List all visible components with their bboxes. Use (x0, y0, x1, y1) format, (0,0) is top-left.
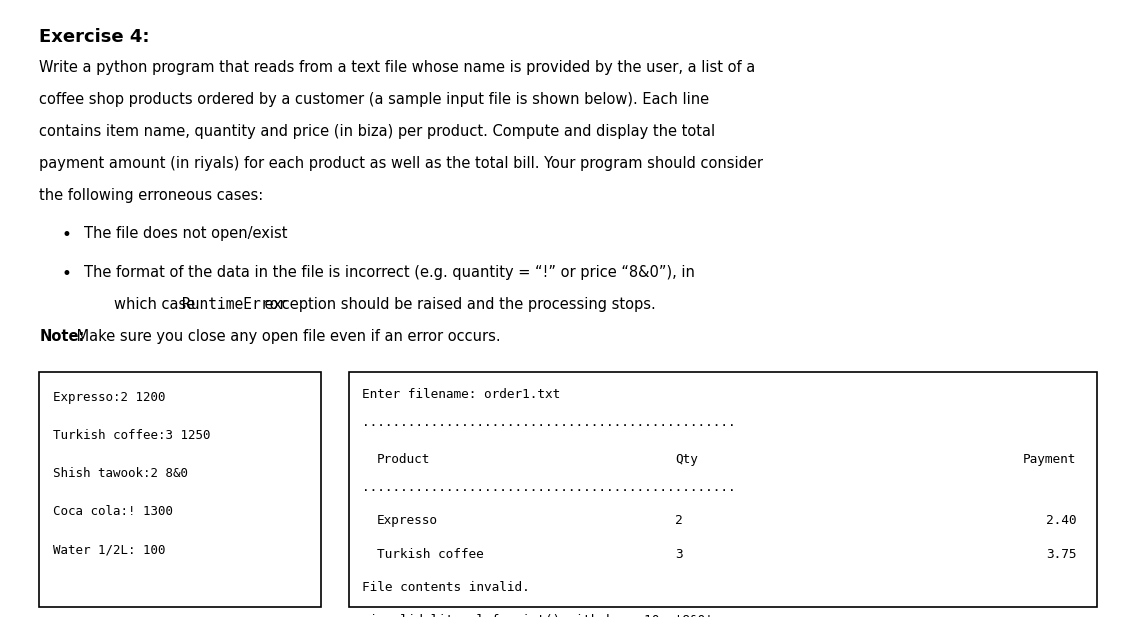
Text: 2: 2 (675, 514, 683, 527)
Text: exception should be raised and the processing stops.: exception should be raised and the proce… (260, 297, 656, 312)
Text: The file does not open/exist: The file does not open/exist (84, 226, 288, 241)
Text: payment amount (in riyals) for each product as well as the total bill. Your prog: payment amount (in riyals) for each prod… (39, 156, 764, 172)
Text: .................................................: ........................................… (362, 481, 736, 494)
Text: Enter filename: order1.txt: Enter filename: order1.txt (362, 387, 560, 400)
Text: Qty: Qty (675, 453, 698, 466)
Text: which case: which case (114, 297, 199, 312)
Text: Exercise 4:: Exercise 4: (39, 28, 150, 46)
Text: File contents invalid.: File contents invalid. (362, 581, 530, 594)
Text: Expresso: Expresso (377, 514, 438, 527)
Text: .................................................: ........................................… (362, 416, 736, 429)
Text: The format of the data in the file is incorrect (e.g. quantity = “!” or price “8: The format of the data in the file is in… (84, 265, 695, 280)
Text: contains item name, quantity and price (in biza) per product. Compute and displa: contains item name, quantity and price (… (39, 124, 716, 139)
Text: Coca cola:! 1300: Coca cola:! 1300 (53, 505, 173, 518)
Text: invalid literal for int() with base 10: '8&0': invalid literal for int() with base 10: … (362, 614, 713, 617)
Text: the following erroneous cases:: the following erroneous cases: (39, 188, 263, 204)
Text: coffee shop products ordered by a customer (a sample input file is shown below).: coffee shop products ordered by a custom… (39, 92, 710, 107)
Text: Turkish coffee:3 1250: Turkish coffee:3 1250 (53, 429, 210, 442)
Text: Note:: Note: (39, 329, 84, 344)
Text: 2.40: 2.40 (1046, 514, 1077, 527)
Text: Payment: Payment (1024, 453, 1077, 466)
Text: Shish tawook:2 8&0: Shish tawook:2 8&0 (53, 467, 188, 480)
Text: Expresso:2 1200: Expresso:2 1200 (53, 391, 165, 404)
Text: Turkish coffee: Turkish coffee (377, 547, 484, 560)
Text: RuntimeError: RuntimeError (182, 297, 287, 312)
Text: •: • (62, 265, 72, 283)
Text: Water 1/2L: 100: Water 1/2L: 100 (53, 544, 165, 557)
Text: 3: 3 (675, 547, 683, 560)
FancyBboxPatch shape (349, 372, 1097, 607)
FancyBboxPatch shape (39, 372, 321, 607)
Text: Product: Product (377, 453, 430, 466)
Text: •: • (62, 226, 72, 244)
Text: Make sure you close any open file even if an error occurs.: Make sure you close any open file even i… (72, 329, 501, 344)
Text: Write a python program that reads from a text file whose name is provided by the: Write a python program that reads from a… (39, 60, 756, 75)
Text: 3.75: 3.75 (1046, 547, 1077, 560)
